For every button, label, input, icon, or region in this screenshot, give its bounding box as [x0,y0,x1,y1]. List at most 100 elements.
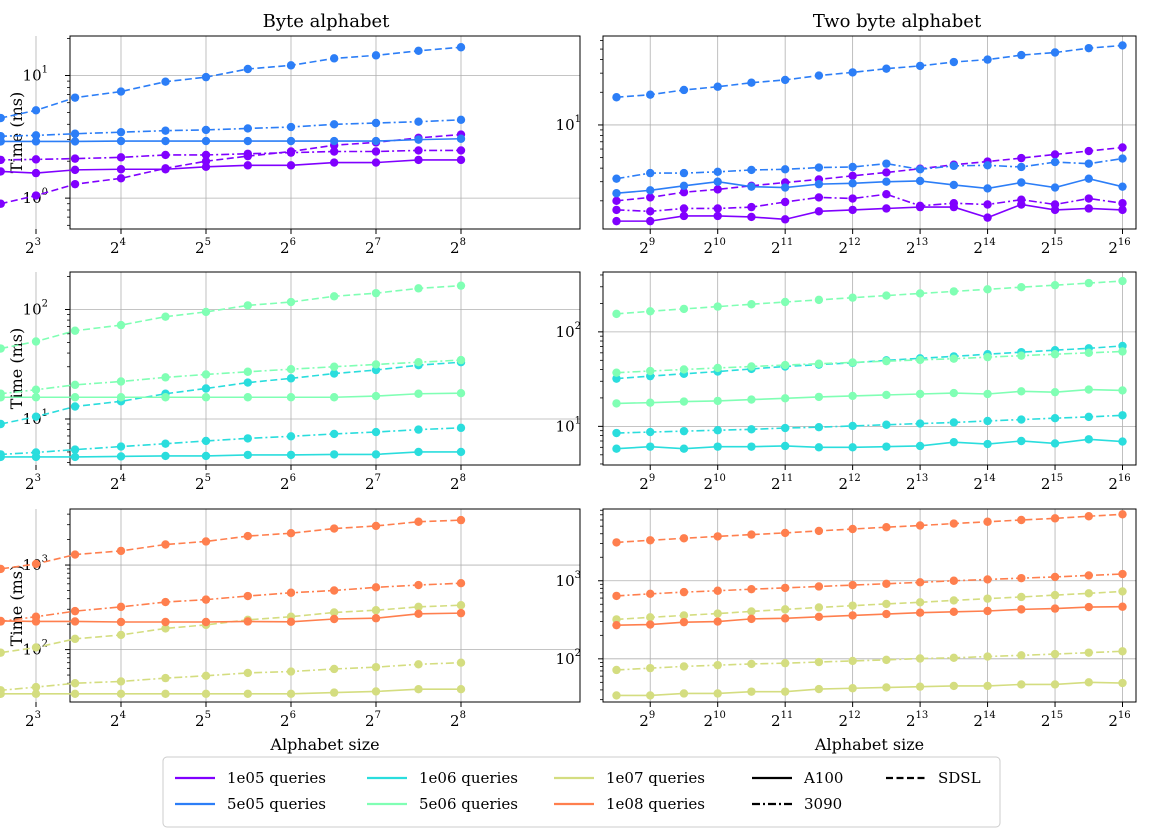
data-point [646,307,655,316]
data-point [116,393,126,402]
data-point [31,682,41,692]
x-tick-exponent: 5 [205,237,211,248]
data-point [949,287,959,296]
data-point [371,391,381,401]
data-point [371,614,381,623]
data-point [0,389,5,398]
data-point [713,363,722,373]
data-point [1118,569,1127,579]
data-point [814,582,824,591]
data-point [949,519,959,528]
data-point [1118,205,1127,215]
data-point [612,444,621,453]
x-tick-exponent: 12 [848,473,861,484]
data-point [814,163,824,172]
data-point [243,301,253,310]
data-point [243,64,253,74]
data-point [414,602,423,612]
series-line [0,688,461,695]
data-point [1084,512,1093,521]
data-point [814,657,824,667]
data-point [1050,514,1060,523]
data-point [70,634,80,644]
data-point [116,377,126,386]
panel-2: 22232425262728101102Time (ms) [0,271,581,493]
data-point [882,609,891,619]
x-tick-label: 214 [973,710,995,730]
y-tick-exponent: 1 [42,408,48,419]
data-point [286,161,296,170]
data-point [915,176,925,186]
data-point [915,201,925,210]
data-point [31,168,41,178]
x-tick-exponent: 10 [713,473,726,484]
data-point [848,601,857,610]
data-point [70,679,80,688]
x-tick-base: 2 [906,239,916,257]
series-5e06-queries-3090 [0,355,466,398]
x-tick-label: 215 [1041,237,1063,257]
data-point [949,57,959,67]
data-point [679,365,689,374]
y-tick-exponent: 1 [575,415,581,426]
data-point [456,658,466,667]
data-point [371,118,381,128]
data-point [70,452,80,462]
series-5e06-queries-SDSL [0,281,466,353]
data-point [456,115,466,125]
data-point [201,595,211,604]
data-point [713,689,722,698]
data-point [1050,387,1060,397]
data-point [456,389,466,398]
data-point [882,579,891,588]
series-line [616,681,1123,697]
series-5e05-queries-SDSL [0,43,466,123]
series-1e07-queries-3090 [0,658,466,695]
x-tick-exponent: 7 [375,237,381,248]
data-point [983,184,992,193]
data-point [612,538,621,547]
data-point [1017,605,1026,614]
x-tick-base: 2 [973,712,983,730]
data-point [848,443,857,452]
data-point [814,684,824,694]
x-tick-exponent: 11 [781,237,794,248]
data-point [747,659,756,669]
data-point [814,295,824,305]
data-point [983,439,992,449]
data-point [31,191,41,200]
data-point [882,683,891,692]
y-tick-label: 101 [556,114,581,134]
x-tick-exponent: 14 [983,237,996,248]
data-point [329,524,339,533]
x-tick-exponent: 13 [916,473,929,484]
data-point [747,442,756,451]
data-point [0,419,5,429]
data-point [286,61,296,70]
panel-title-byte-alphabet: Byte alphabet [263,11,391,32]
x-tick-exponent: 14 [983,473,996,484]
data-point [1084,648,1093,657]
data-point [915,598,925,607]
data-point [1118,154,1127,163]
data-point [848,421,857,431]
x-tick-label: 216 [1108,710,1130,730]
x-tick-exponent: 7 [375,473,381,484]
x-tick-label: 26 [280,237,296,257]
data-point [329,608,339,617]
data-point [983,575,992,584]
x-tick-label: 25 [195,710,211,730]
data-point [1084,589,1093,598]
data-point [612,174,621,183]
axes-frame [602,271,1137,466]
x-tick-base: 2 [365,712,375,730]
data-point [1084,412,1093,422]
series-line [0,451,461,458]
x-tick-exponent: 12 [848,710,861,721]
data-point [1084,43,1093,53]
data-point [286,147,296,156]
series-line [616,44,1123,99]
data-point [414,146,423,155]
data-point [679,304,689,314]
data-point [243,367,253,376]
